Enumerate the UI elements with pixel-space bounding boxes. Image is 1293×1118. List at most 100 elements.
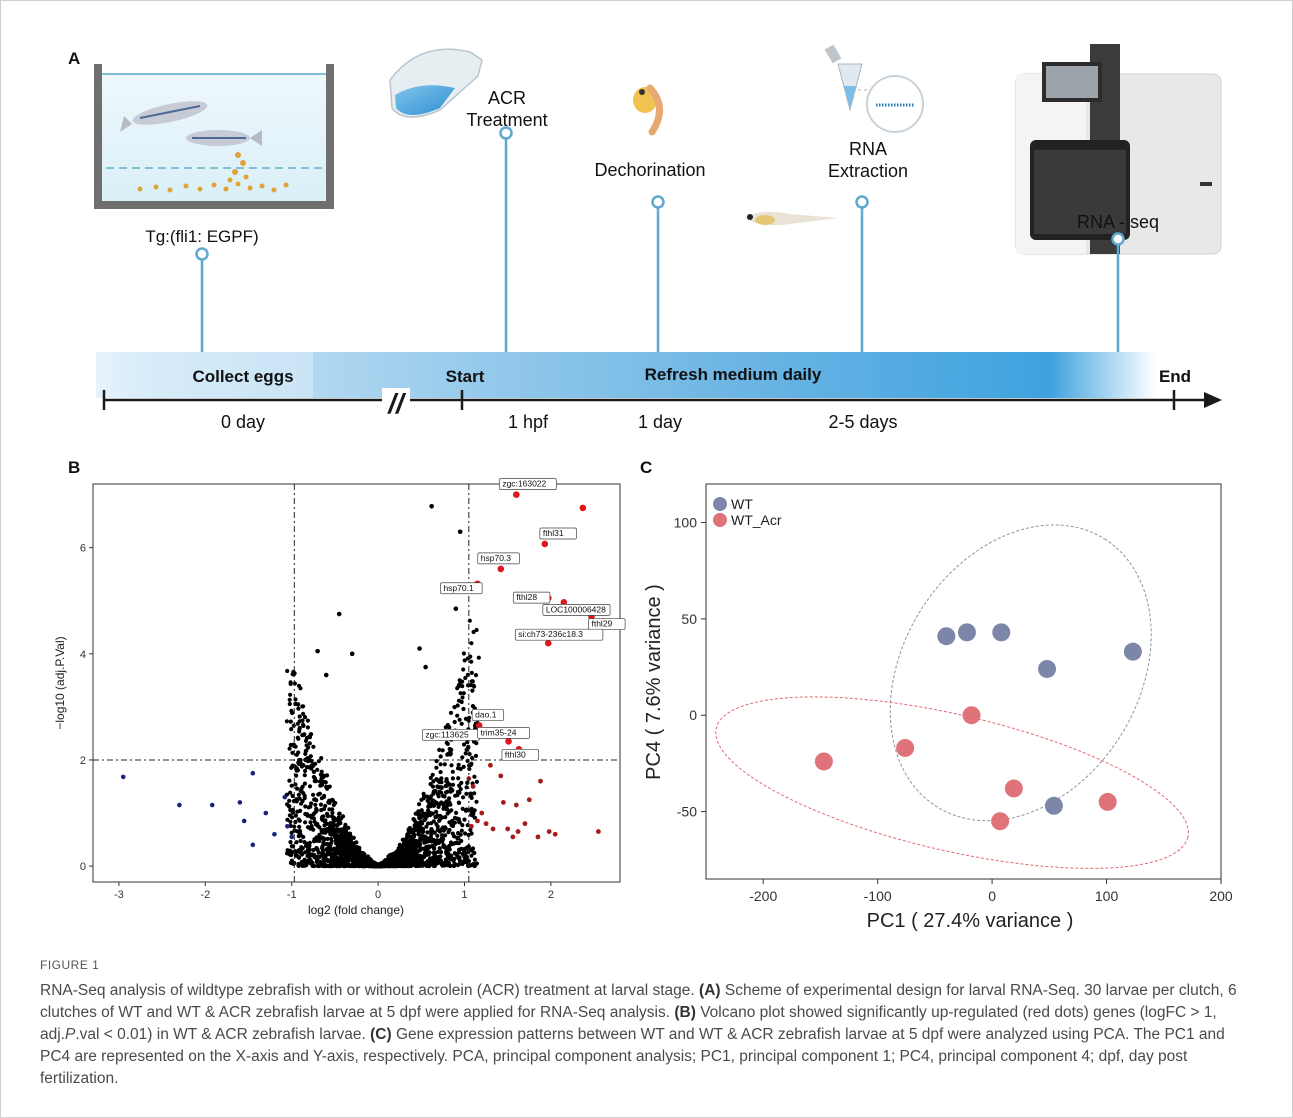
volcano-point-ns [289, 830, 294, 836]
volcano-point-ns [457, 855, 462, 860]
volcano-point-ns [435, 792, 440, 797]
sequencer-icon [1015, 44, 1222, 255]
volcano-point-ns [330, 807, 335, 812]
axis-label-day0: 0 day [221, 412, 265, 432]
volcano-point-up-low [500, 800, 506, 805]
volcano-point-ns [397, 860, 402, 865]
volcano-point-ns [450, 782, 456, 787]
volcano-point-ns [292, 764, 297, 769]
volcano-point-ns [292, 824, 297, 829]
volcano-point-ns [387, 861, 392, 867]
volcano-point-up-low [513, 802, 519, 808]
volcano-point-ns [459, 828, 464, 833]
volcano-point-ns [461, 742, 467, 747]
pca-ylabel: PC4 ( 7.6% variance ) [643, 584, 665, 780]
volcano-point-ns [330, 827, 335, 832]
volcano-point-ns [416, 823, 421, 828]
volcano-point-ns [470, 688, 475, 693]
volcano-point-ns [329, 851, 334, 857]
volcano-point-up-low [596, 829, 601, 834]
volcano-point-ns [321, 794, 327, 800]
volcano-point-ns [435, 833, 440, 839]
volcano-point-down [209, 802, 215, 808]
volcano-point-ns [321, 806, 327, 812]
volcano-point-ns [337, 817, 342, 822]
step-seq-label: RNA - seq [1077, 212, 1159, 232]
volcano-point-ns [434, 809, 439, 814]
volcano-point-ns [459, 838, 464, 844]
caption-text-b-1: Volcano plot showed significantly up-reg… [40, 1004, 1217, 1043]
pca-xtick-label: 200 [1209, 888, 1233, 904]
larva-icon [745, 211, 838, 226]
volcano-ytick-label: 0 [80, 861, 86, 873]
volcano-gene-labels: zgc:163022 fthl31 hsp70.3 hsp70.1 fthl28 LOC1… [422, 478, 626, 761]
volcano-point-ns [422, 854, 427, 860]
pca-point-wtacr [1098, 792, 1117, 811]
pca-xtick-label: -200 [749, 888, 777, 904]
volcano-point-ns [460, 679, 465, 684]
volcano-xtick-label: 1 [461, 889, 467, 901]
volcano-point-ns [455, 703, 460, 708]
legend-label-wtacr: WT_Acr [731, 512, 782, 528]
volcano-point-ns [467, 863, 472, 868]
pca-xtick-label: -100 [864, 888, 892, 904]
volcano-point-ns [312, 819, 317, 824]
volcano-point-up [497, 565, 505, 573]
volcano-point-ns [344, 856, 349, 862]
volcano-point-ns [319, 829, 324, 834]
volcano-point-ns [474, 779, 479, 784]
volcano-point-ns [439, 800, 444, 805]
volcano-point-ns [329, 832, 335, 837]
volcano-point-ns [354, 840, 359, 845]
pca-ytick-label: 100 [674, 515, 698, 531]
volcano-point-ns [417, 646, 422, 651]
volcano-point-ns [323, 779, 328, 785]
volcano-point-ns [433, 815, 438, 820]
figure-caption: RNA-Seq analysis of wildtype zebrafish w… [40, 980, 1255, 1090]
volcano-point-ns [438, 813, 443, 819]
volcano-label-box [512, 591, 551, 604]
caption-text-b-italic: P [65, 1026, 76, 1043]
volcano-point-ns [289, 853, 294, 858]
volcano-point-ns [351, 848, 356, 853]
volcano-point-ns [293, 813, 298, 818]
volcano-point-ns [471, 629, 476, 635]
volcano-point-ns [464, 747, 469, 752]
volcano-point-ns [310, 860, 315, 865]
legend-label-wt: WT [731, 496, 753, 512]
volcano-point-up-low [522, 821, 528, 827]
volcano-point-ns [443, 833, 448, 838]
volcano-point-ns [304, 765, 309, 770]
volcano-point-ns [403, 857, 409, 862]
volcano-point-ns [305, 825, 311, 830]
volcano-point-ns [460, 823, 465, 828]
volcano-point-ns [473, 753, 479, 759]
volcano-point-ns [435, 827, 440, 832]
pca-point-wt [957, 623, 976, 642]
volcano-point-ns [337, 811, 342, 817]
volcano-point-ns [417, 811, 422, 816]
volcano-point-ns [401, 838, 406, 843]
volcano-point-ns [307, 741, 312, 746]
volcano-point-ns [451, 857, 456, 862]
volcano-point-ns [301, 722, 306, 727]
volcano-point-ns [437, 846, 442, 851]
volcano-point-ns [417, 857, 422, 862]
volcano-point-ns [288, 692, 293, 697]
volcano-point-ns [312, 863, 317, 869]
volcano-point-ns [418, 815, 423, 820]
volcano-label-box [477, 727, 530, 739]
volcano-point-ns [303, 811, 308, 817]
volcano-point-ns [456, 831, 461, 836]
volcano-point-ns [474, 799, 479, 804]
volcano-point-ns [362, 852, 367, 857]
volcano-point-ns [441, 837, 446, 842]
volcano-point-ns [294, 840, 299, 845]
step-rna-label-1: RNA [849, 139, 887, 159]
volcano-point-ns [423, 816, 428, 822]
volcano-point-up-low [490, 826, 496, 832]
volcano-point-ns [312, 855, 317, 860]
volcano-point-ns [299, 786, 304, 792]
caption-tag-a: (A) [699, 982, 721, 999]
volcano-point-ns [435, 778, 440, 783]
